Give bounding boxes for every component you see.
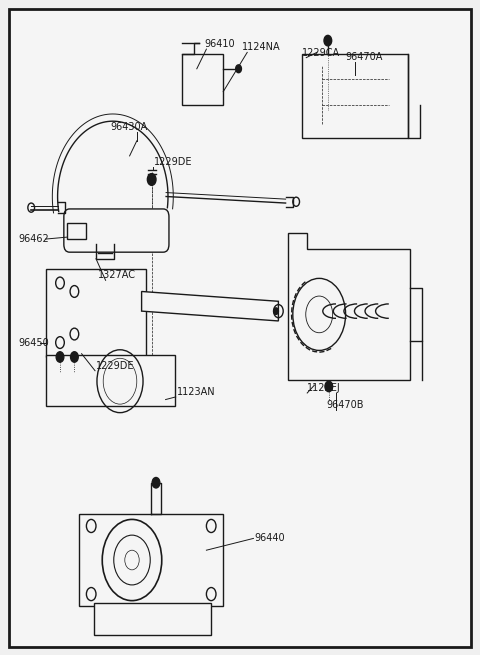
Bar [46,355,175,406]
Text: 96430A: 96430A [110,122,148,132]
Text: 1123AN: 1123AN [177,387,215,397]
Circle shape [324,35,332,46]
Circle shape [56,352,64,362]
Bar [79,514,223,606]
Circle shape [147,174,156,185]
Text: 96470A: 96470A [346,52,383,62]
Text: 1327AC: 1327AC [98,271,136,280]
Text: 96462: 96462 [18,234,49,244]
Text: 96410: 96410 [204,39,235,49]
Circle shape [325,381,333,392]
Bar [46,269,146,357]
Circle shape [71,352,78,362]
Bar [182,54,223,105]
Text: 1229DE: 1229DE [96,361,134,371]
Bar [67,223,86,239]
Bar [94,603,211,635]
Polygon shape [142,291,278,321]
Text: 1229CA: 1229CA [302,48,340,58]
Text: 96470B: 96470B [326,400,364,410]
Text: 96450: 96450 [18,338,49,348]
Circle shape [236,65,241,73]
Text: 1124NA: 1124NA [242,43,281,52]
Text: 1122EJ: 1122EJ [307,383,341,393]
Bar [302,54,408,138]
Circle shape [152,477,160,488]
Text: 1229DE: 1229DE [154,157,192,167]
FancyBboxPatch shape [64,209,169,252]
Circle shape [274,308,278,314]
Polygon shape [288,233,410,380]
Text: 96440: 96440 [254,533,285,544]
